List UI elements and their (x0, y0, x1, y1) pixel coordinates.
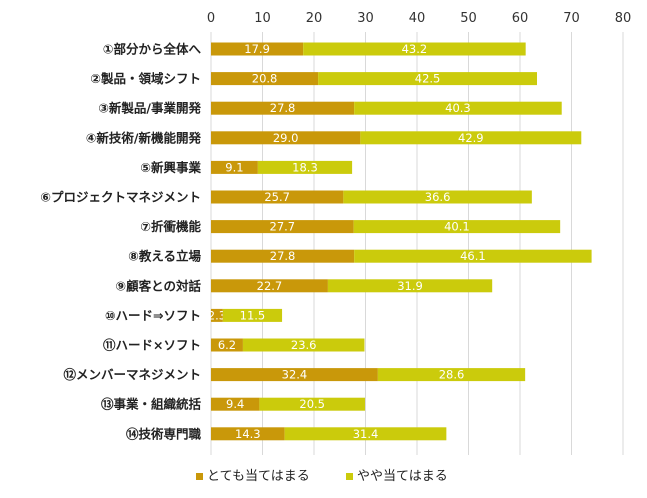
bar-1-7 (354, 249, 592, 263)
bar-0-13 (211, 427, 285, 441)
bar-1-11 (377, 368, 526, 382)
bar-1-9 (222, 308, 283, 322)
category-label-13: ⑭技術専門職 (126, 426, 202, 441)
data-label-0-2: 27.8 (270, 101, 296, 115)
bar-0-4 (211, 160, 258, 174)
bar-1-1 (318, 72, 537, 86)
data-label-1-13: 31.4 (353, 427, 379, 441)
bar-1-10 (242, 338, 365, 352)
bar-0-3 (211, 131, 361, 145)
data-label-0-4: 9.1 (225, 160, 243, 174)
category-label-12: ⑬事業・組織統括 (101, 397, 202, 412)
data-label-0-8: 22.7 (257, 279, 283, 293)
category-label-6: ⑦折衝機能 (140, 219, 201, 234)
category-label-7: ⑧教える立場 (128, 249, 201, 264)
bar-0-11 (211, 368, 378, 382)
data-label-1-5: 36.6 (425, 190, 451, 204)
data-label-0-13: 14.3 (235, 427, 261, 441)
legend-swatch-0 (196, 473, 203, 480)
bar-0-5 (211, 190, 344, 204)
category-label-0: ①部分から全体へ (103, 42, 202, 57)
data-label-0-6: 27.7 (270, 220, 296, 234)
data-label-1-12: 20.5 (299, 397, 325, 411)
bar-0-10 (211, 338, 243, 352)
legend-label-0: とても当てはまる (207, 469, 310, 484)
bar-0-1 (211, 72, 319, 86)
bar-1-0 (303, 42, 526, 56)
bar-1-2 (354, 101, 562, 115)
legend-label-1: やや当てはまる (357, 469, 448, 484)
category-label-1: ②製品・領域シフト (90, 71, 201, 86)
data-label-0-3: 29.0 (273, 131, 299, 145)
x-tick-label-2: 20 (306, 11, 323, 26)
bar-0-12 (211, 397, 260, 411)
legend-swatch-1 (346, 473, 353, 480)
data-label-1-11: 28.6 (439, 368, 465, 382)
bar-1-13 (284, 427, 447, 441)
bar-1-12 (259, 397, 365, 411)
category-label-8: ⑨顧客との対話 (116, 278, 202, 293)
category-label-9: ⑩ハード⇒ソフト (105, 308, 201, 323)
bar-0-0 (211, 42, 304, 56)
data-label-1-9: 11.5 (240, 308, 266, 322)
data-label-1-4: 18.3 (292, 160, 318, 174)
grid-lines (210, 32, 624, 455)
bar-1-6 (353, 220, 561, 234)
data-label-0-5: 25.7 (264, 190, 290, 204)
category-label-10: ⑪ハード×ソフト (103, 338, 201, 353)
data-label-0-0: 17.9 (244, 42, 270, 56)
bar-0-9 (211, 308, 223, 322)
data-label-0-9: 2.3 (208, 308, 226, 322)
x-tick-label-3: 30 (357, 11, 374, 26)
bar-1-3 (360, 131, 582, 145)
data-label-1-7: 46.1 (460, 249, 486, 263)
x-tick-label-8: 80 (615, 11, 632, 26)
data-label-1-0: 43.2 (402, 42, 428, 56)
bar-0-7 (211, 249, 355, 263)
bar-0-8 (211, 279, 328, 293)
data-label-1-6: 40.1 (444, 220, 470, 234)
data-label-0-7: 27.8 (270, 249, 296, 263)
category-label-4: ⑤新興事業 (140, 160, 201, 175)
x-tick-label-4: 40 (409, 11, 426, 26)
bars-group: 17.9 43.2 20.8 42.5 27.8 40.3 29.0 42.9 9.1 18.3 2… (208, 42, 592, 441)
x-tick-label-1: 10 (254, 11, 271, 26)
x-tick-label-6: 60 (512, 11, 529, 26)
category-label-2: ③新製品/事業開発 (98, 101, 201, 116)
x-tick-label-7: 70 (563, 11, 580, 26)
category-label-3: ④新技術/新機能開発 (86, 130, 202, 145)
bar-0-6 (211, 220, 354, 234)
bar-1-4 (257, 160, 353, 174)
data-label-1-1: 42.5 (415, 72, 441, 86)
bar-1-5 (343, 190, 532, 204)
data-label-0-10: 6.2 (218, 338, 236, 352)
x-axis-ticks: 0 10 20 30 40 50 60 70 80 (207, 11, 631, 26)
data-label-1-3: 42.9 (458, 131, 484, 145)
data-label-0-1: 20.8 (252, 72, 278, 86)
data-label-1-2: 40.3 (445, 101, 471, 115)
bar-0-2 (211, 101, 355, 115)
data-label-1-8: 31.9 (397, 279, 423, 293)
x-tick-label-0: 0 (207, 11, 215, 26)
data-label-0-11: 32.4 (282, 368, 308, 382)
x-tick-label-5: 50 (460, 11, 477, 26)
data-label-1-10: 23.6 (291, 338, 317, 352)
bar-1-8 (327, 279, 493, 293)
category-label-11: ⑫メンバーマネジメント (63, 367, 201, 382)
category-label-5: ⑥プロジェクトマネジメント (40, 190, 201, 205)
legend: とても当てはまる やや当てはまる (196, 469, 448, 484)
category-labels: ①部分から全体へ ②製品・領域シフト ③新製品/事業開発 ④新技術/新機能開発 ⑤新興事… (40, 42, 201, 442)
data-label-0-12: 9.4 (226, 397, 244, 411)
